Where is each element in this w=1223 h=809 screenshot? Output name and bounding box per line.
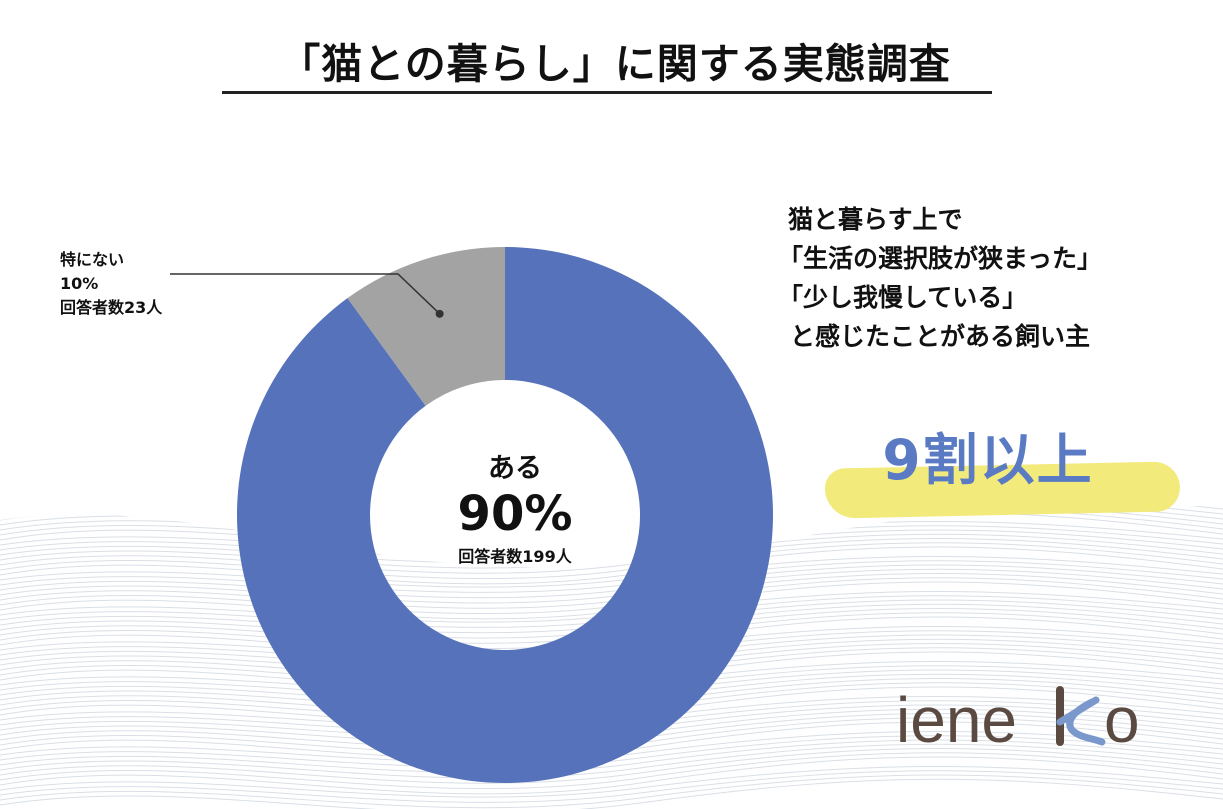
- logo-k-icon: [1056, 686, 1106, 746]
- other-slice-name: 特にない: [60, 250, 125, 269]
- donut-slice-main: [236, 247, 773, 783]
- main-slice-label: ある 90% 回答者数199人: [405, 446, 625, 567]
- page-title: 「猫との暮らし」に関する実態調査: [279, 40, 951, 88]
- headline-stat: 9割以上: [882, 428, 1094, 492]
- callout-line-4: と感じたことがある飼い主: [790, 322, 1091, 351]
- other-slice-label: 特にない 10% 回答者数23人: [60, 248, 162, 320]
- logo-letter-o: o: [1104, 684, 1140, 756]
- callout-line-3: 「少し我慢している」: [778, 283, 1028, 312]
- logo-letters-iene: iene: [896, 684, 1017, 756]
- callout-line-2: 「生活の選択肢が狭まった」: [778, 244, 1103, 273]
- main-slice-percent: 90%: [457, 486, 573, 542]
- other-slice-count: 回答者数23人: [60, 298, 163, 317]
- callout-text: 猫と暮らす上で 「生活の選択肢が狭まった」 「少し我慢している」 と感じたことが…: [768, 200, 1208, 356]
- main-slice-name: ある: [488, 453, 542, 484]
- donut-slice-other: [347, 247, 505, 406]
- main-slice-count: 回答者数199人: [458, 547, 572, 566]
- title-underline: [222, 91, 992, 94]
- leader-line: [170, 273, 441, 315]
- other-slice-percent: 10%: [60, 274, 99, 293]
- leader-dot: [435, 309, 444, 318]
- ieneko-logo: iene o: [896, 684, 1140, 756]
- callout-line-1: 猫と暮らす上で: [788, 205, 963, 234]
